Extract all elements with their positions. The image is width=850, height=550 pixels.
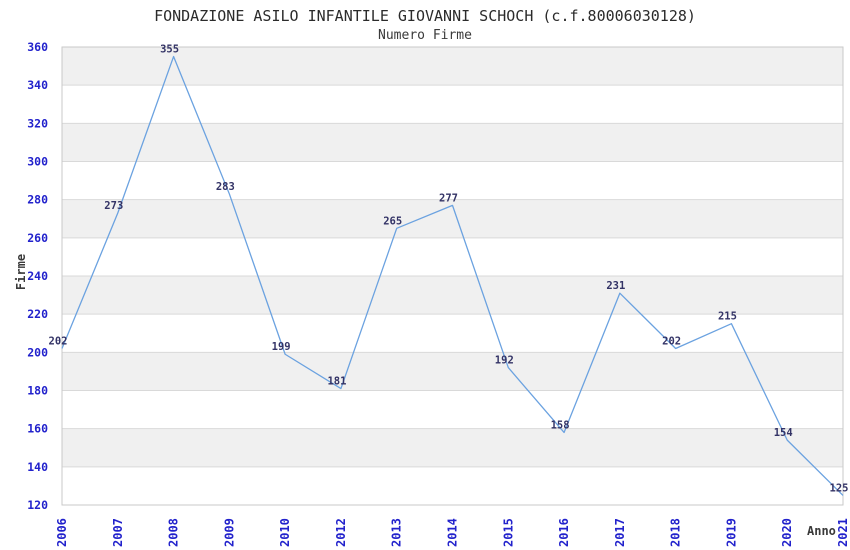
plot-border [61,46,844,506]
x-tick-label: 2021 [836,518,850,547]
x-tick-label: 2010 [278,518,292,547]
x-tick-label: 2017 [613,518,627,547]
y-tick-label: 280 [27,193,48,207]
value-label: 202 [662,336,681,348]
x-tick-label: 2018 [669,518,683,547]
value-label: 355 [160,44,179,56]
value-label: 158 [551,419,570,431]
value-label: 181 [327,376,346,388]
value-label: 265 [383,215,402,227]
y-tick-label: 120 [27,498,48,512]
value-label: 192 [495,355,514,367]
y-tick-label: 240 [27,269,48,283]
y-tick-label: 220 [27,307,48,321]
x-axis-title: Anno [807,524,836,538]
series-line [61,55,844,496]
y-tick-label: 180 [27,384,48,398]
y-tick-label: 200 [27,345,48,359]
y-tick-label: 300 [27,155,48,169]
x-tick-label: 2006 [55,518,69,547]
value-label: 283 [216,181,235,193]
y-tick-label: 160 [27,422,48,436]
value-label: 231 [606,280,625,292]
value-label: 199 [272,341,291,353]
value-label: 154 [774,427,793,439]
chart-subtitle: Numero Firme [378,28,472,43]
y-axis-title: Firme [14,253,28,291]
value-label: 202 [49,336,68,348]
x-tick-label: 2020 [780,518,794,547]
chart-title: FONDAZIONE ASILO INFANTILE GIOVANNI SCHO… [154,7,696,25]
x-tick-label: 2019 [724,518,738,547]
plot-band [62,123,843,162]
y-tick-label: 360 [27,40,48,54]
x-tick-label: 2008 [167,518,181,547]
x-tick-label: 2012 [334,518,348,547]
value-label: 215 [718,311,737,323]
plot-band [62,428,843,467]
value-label: 277 [439,192,458,204]
x-tick-label: 2007 [111,518,125,547]
plot-band [62,352,843,391]
x-tick-label: 2015 [501,518,515,547]
x-tick-label: 2014 [446,518,460,547]
value-label: 273 [104,200,123,212]
x-tick-label: 2016 [557,518,571,547]
plot-band [62,47,843,86]
x-tick-label: 2009 [222,518,236,547]
y-tick-label: 320 [27,116,48,130]
value-label: 125 [830,482,849,494]
y-tick-label: 260 [27,231,48,245]
y-tick-label: 140 [27,460,48,474]
y-tick-label: 340 [27,78,48,92]
plot-band [62,276,843,315]
x-tick-label: 2013 [390,518,404,547]
